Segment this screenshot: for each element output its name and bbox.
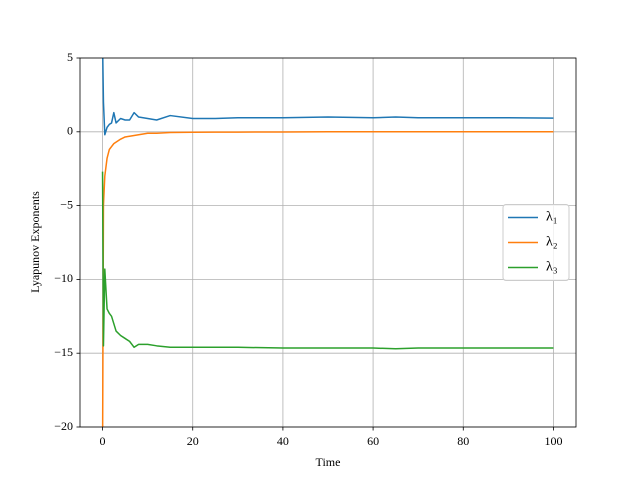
grid bbox=[80, 57, 576, 428]
legend-label: λ₁ bbox=[546, 210, 558, 225]
ticks: 0 20 40 60 80 100 −20 −15 −10 −5 0 5 bbox=[54, 50, 562, 448]
axes-frame bbox=[79, 57, 577, 428]
y-tick-label: 0 bbox=[67, 124, 73, 138]
y-tick-label: −10 bbox=[54, 271, 73, 285]
x-tick-label: 80 bbox=[457, 434, 469, 448]
x-axis-label: Time bbox=[316, 455, 341, 469]
series-line bbox=[101, 171, 554, 350]
y-tick-label: −5 bbox=[60, 197, 73, 211]
series-line bbox=[101, 131, 554, 427]
y-tick-label: 5 bbox=[67, 50, 73, 64]
y-tick-label: −15 bbox=[54, 345, 73, 359]
x-tick-label: 100 bbox=[544, 434, 562, 448]
legend-label: λ₂ bbox=[546, 235, 558, 250]
x-tick-label: 0 bbox=[100, 434, 106, 448]
legend: λ₁ λ₂ λ₃ bbox=[502, 204, 570, 281]
plot-area bbox=[101, 58, 554, 427]
legend-label: λ₃ bbox=[546, 260, 558, 275]
x-tick-label: 20 bbox=[187, 434, 199, 448]
x-tick-label: 60 bbox=[367, 434, 379, 448]
x-tick-label: 40 bbox=[277, 434, 289, 448]
y-axis-label: Lyapunov Exponents bbox=[28, 191, 42, 293]
y-tick-label: −20 bbox=[54, 419, 73, 433]
series-line bbox=[102, 58, 554, 136]
